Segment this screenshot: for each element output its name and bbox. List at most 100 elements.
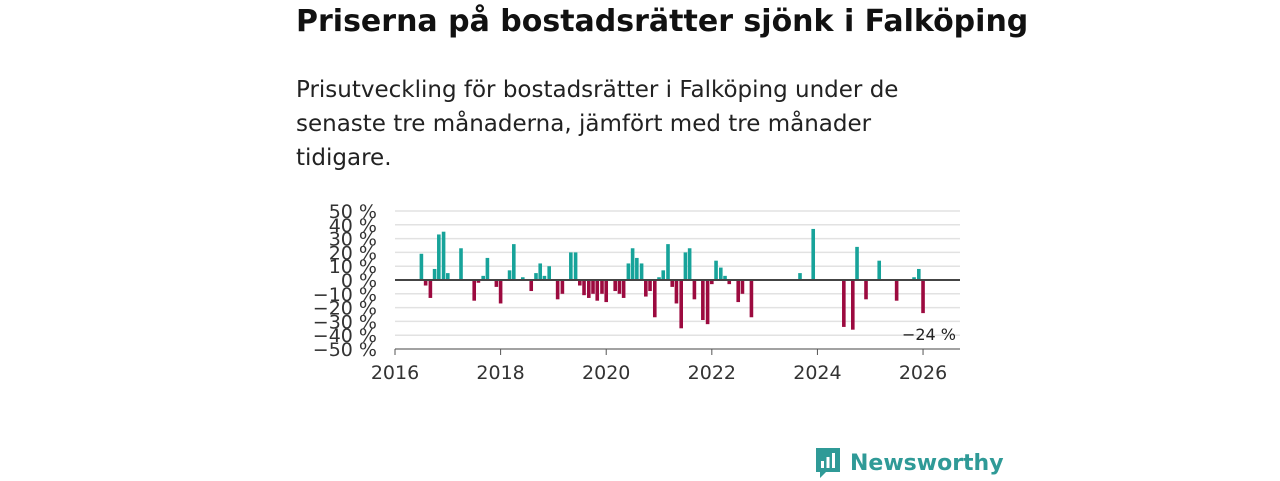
chart-subtitle: Prisutveckling för bostadsrätter i Falkö…: [296, 77, 899, 171]
bar-annotation-label: −24 %: [902, 325, 956, 344]
bar: [749, 280, 754, 318]
bar: [855, 246, 859, 280]
bar: [670, 280, 675, 287]
bar: [630, 248, 635, 280]
bar: [591, 280, 595, 294]
bar: [842, 280, 846, 327]
bar: [894, 280, 899, 301]
bar: [635, 257, 639, 280]
bar: [494, 280, 499, 287]
bar: [626, 263, 631, 280]
bar: [652, 280, 657, 318]
bar: [811, 228, 816, 280]
y-tick-label: −20 %: [313, 298, 377, 320]
x-tick-label: 2026: [899, 362, 947, 384]
bar: [582, 280, 586, 296]
newsworthy-logo-icon: [816, 448, 840, 478]
bar: [569, 252, 573, 280]
bar: [727, 280, 732, 285]
y-tick-label: −30 %: [313, 311, 377, 333]
x-tick-label: 2016: [371, 362, 419, 384]
bar: [573, 252, 578, 280]
bar: [419, 253, 424, 280]
bar: [621, 280, 626, 298]
bar: [701, 280, 705, 321]
bar: [692, 280, 697, 300]
bar: [498, 280, 503, 304]
bar: [485, 257, 490, 280]
bar: [481, 275, 485, 280]
bar: [679, 280, 683, 329]
bar-series: [419, 228, 925, 330]
bar: [534, 273, 538, 280]
bar: [798, 273, 802, 280]
bar: [921, 280, 925, 314]
y-tick-label: −50 %: [313, 339, 377, 361]
bar: [613, 280, 617, 292]
bar: [520, 277, 525, 280]
bar: [644, 280, 648, 297]
bar: [736, 280, 741, 303]
y-tick-label: −40 %: [313, 325, 377, 347]
brand-name: Newsworthy: [850, 450, 1004, 476]
x-tick-label: 2024: [793, 362, 841, 384]
annotations: −24 %: [902, 325, 956, 344]
bar: [560, 280, 565, 294]
bar: [657, 277, 661, 280]
bar: [912, 277, 916, 280]
brand-logo: Newsworthy: [814, 445, 1004, 481]
x-tick-label: 2018: [476, 362, 524, 384]
bar: [472, 280, 477, 301]
bar: [441, 231, 446, 280]
bar: [674, 280, 679, 304]
bar: [538, 263, 543, 280]
bar: [600, 280, 604, 294]
bar: [719, 267, 723, 280]
bar: [666, 244, 670, 280]
bar: [595, 280, 600, 301]
bar: [714, 260, 718, 280]
y-axis: 50 %40 %30 %20 %10 %0 %−10 %−20 %−30 %−4…: [313, 201, 377, 361]
y-tick-label: 40 %: [329, 215, 377, 237]
bar: [547, 266, 551, 280]
bar: [683, 252, 688, 280]
y-tick-label: 0 %: [341, 270, 377, 292]
bar: [917, 268, 921, 280]
bar: [428, 280, 433, 298]
bar: [710, 280, 714, 285]
y-tick-label: 30 %: [329, 229, 377, 251]
x-axis: 2016 2018 2020 2022 2024 2026: [371, 279, 960, 384]
bar: [877, 260, 882, 280]
bar: [476, 280, 481, 283]
bar: [542, 275, 547, 280]
bar: [578, 280, 582, 286]
chart-title: Priserna på bostadsrätter sjönk i Falköp…: [296, 4, 1029, 39]
bar: [529, 280, 534, 292]
bar: [459, 248, 463, 280]
bar: [639, 263, 644, 280]
bar: [740, 280, 745, 294]
y-tick-label: 20 %: [329, 242, 377, 264]
bar: [555, 280, 560, 300]
bar: [586, 280, 591, 298]
bar: [507, 270, 512, 280]
bar: [437, 234, 441, 280]
bar: [423, 280, 428, 286]
bar: [648, 280, 652, 292]
bar: [512, 244, 516, 280]
bar: [604, 280, 609, 303]
bar: [687, 248, 692, 280]
x-tick-label: 2020: [582, 362, 630, 384]
bar: [617, 280, 622, 294]
bar: [661, 270, 666, 280]
bar: [446, 273, 450, 280]
bar: [723, 275, 727, 280]
bar: [432, 268, 437, 280]
y-tick-label: 10 %: [329, 256, 377, 278]
y-tick-label: −10 %: [313, 284, 377, 306]
bar: [851, 280, 855, 330]
y-tick-label: 50 %: [329, 201, 377, 223]
x-tick-label: 2022: [688, 362, 736, 384]
bar: [864, 280, 868, 300]
